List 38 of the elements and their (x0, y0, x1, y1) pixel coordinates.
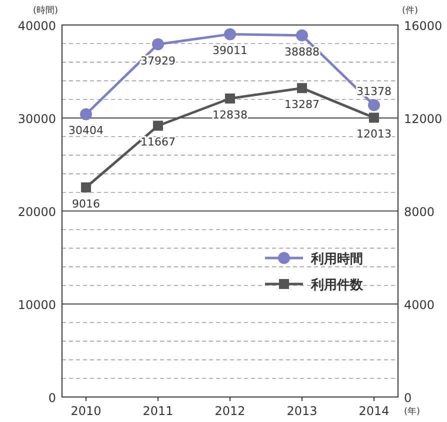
point (296, 29, 308, 42)
data-label: 12013 (356, 128, 392, 141)
point (225, 94, 235, 104)
data-label: 11667 (140, 136, 176, 149)
legend-label: 利用時間 (310, 251, 363, 267)
data-label: 38888 (284, 45, 320, 58)
point (297, 83, 307, 94)
y-tick-label: 10000 (18, 298, 56, 312)
y-axis-title: (時間) (32, 5, 58, 16)
point (80, 108, 92, 120)
point (368, 99, 380, 112)
point (81, 182, 91, 192)
x-tick-label: 2013 (286, 404, 318, 418)
y2-tick-label: 16000 (404, 19, 442, 33)
data-label: 39011 (212, 44, 248, 58)
x-tick-label: 2014 (358, 404, 390, 418)
y-tick-label: 20000 (18, 205, 56, 219)
legend-label: 利用件数 (310, 277, 364, 293)
data-label: 37929 (140, 54, 176, 68)
y2-tick-label: 8000 (404, 205, 435, 219)
y-tick-label: 0 (48, 391, 56, 405)
y2-axis-title: (件) (402, 5, 418, 16)
y2-tick-label: 4000 (404, 298, 435, 312)
x-tick-label: 2010 (70, 404, 102, 418)
data-label: 30404 (68, 124, 104, 138)
x-tick-label: 2012 (214, 404, 246, 418)
point (152, 38, 164, 50)
point (224, 28, 236, 40)
y-tick-label: 40000 (18, 19, 56, 33)
data-label: 13287 (284, 98, 320, 112)
y2-tick-label: 0 (404, 391, 412, 405)
point (369, 112, 379, 123)
y2-tick-label: 12000 (404, 112, 442, 126)
x-tick-label: 2011 (142, 404, 174, 418)
point (153, 120, 163, 131)
data-label: 9016 (72, 197, 100, 210)
y-tick-label: 30000 (18, 112, 56, 126)
x-axis-title: (年) (404, 406, 420, 417)
